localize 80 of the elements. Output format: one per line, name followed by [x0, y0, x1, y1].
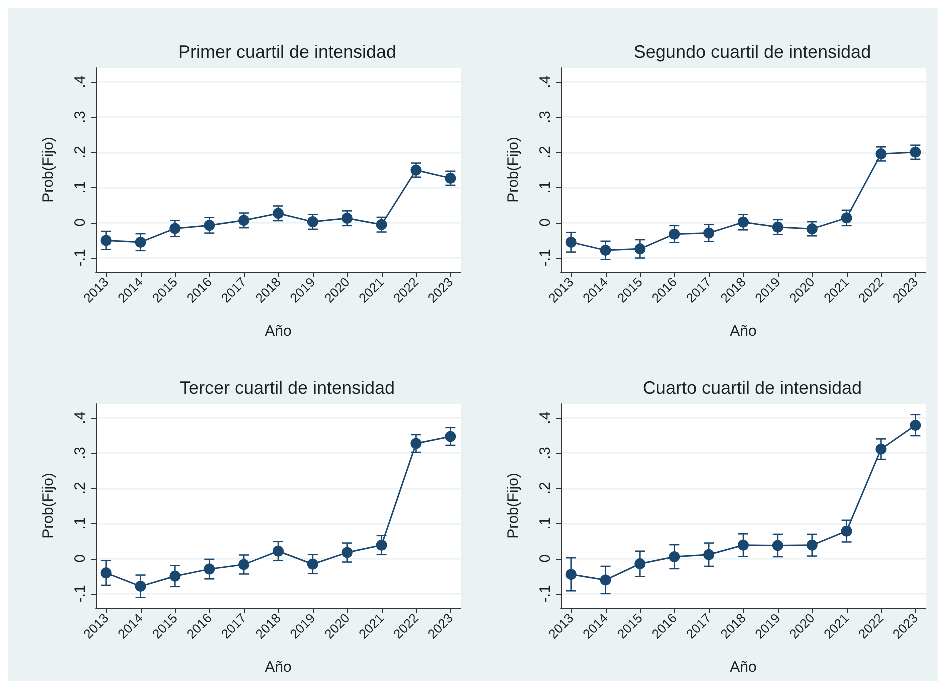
y-tick-label: .2: [72, 146, 89, 159]
point: [704, 228, 715, 239]
y-tick-label: -.1: [72, 249, 89, 267]
point: [634, 558, 646, 570]
y-axis-title: Prob(Fijo): [40, 137, 57, 203]
point: [307, 216, 318, 228]
point: [876, 444, 887, 455]
point: [342, 547, 353, 558]
point: [342, 213, 353, 224]
y-tick-label: .4: [72, 412, 89, 424]
point: [376, 219, 388, 230]
y-tick-label: .2: [537, 146, 554, 159]
point: [910, 420, 922, 431]
y-tick-label: .3: [72, 110, 89, 124]
chart-title: Segundo cuartil de intensidad: [634, 42, 872, 62]
point: [100, 568, 112, 579]
y-tick-label: .4: [537, 412, 554, 424]
x-axis-title: Año: [730, 323, 757, 340]
y-tick-label: 0: [537, 554, 554, 563]
point: [772, 222, 784, 233]
point: [566, 569, 577, 580]
y-axis-title: Prob(Fijo): [505, 137, 522, 203]
point: [738, 216, 749, 228]
point: [135, 581, 146, 592]
y-tick-label: .2: [537, 482, 554, 495]
chart-title: Cuarto cuartil de intensidad: [642, 378, 862, 398]
y-axis-title: Prob(Fijo): [505, 473, 522, 539]
point: [704, 549, 715, 560]
y-tick-label: .3: [537, 110, 554, 124]
y-tick-label: .4: [72, 76, 89, 88]
point: [410, 164, 422, 176]
y-tick-label: .3: [72, 446, 89, 460]
point: [566, 236, 577, 248]
y-tick-label: .2: [72, 482, 89, 495]
point: [410, 438, 422, 450]
point: [876, 148, 887, 160]
x-axis-title: Año: [265, 323, 292, 340]
point: [772, 540, 784, 552]
point: [204, 220, 216, 232]
y-tick-label: .3: [537, 446, 554, 460]
y-tick-label: .4: [537, 76, 554, 88]
point: [738, 540, 749, 551]
chart-title: Tercer cuartil de intensidad: [180, 378, 396, 398]
y-tick-label: 0: [72, 554, 89, 563]
y-tick-label: .1: [72, 181, 89, 194]
point: [135, 236, 146, 248]
y-tick-label: -.1: [537, 585, 554, 603]
point: [600, 574, 612, 586]
point: [806, 224, 818, 235]
point: [600, 245, 612, 256]
point: [445, 172, 456, 184]
point: [100, 235, 112, 246]
y-tick-label: -.1: [537, 249, 554, 267]
x-axis-title: Año: [265, 659, 292, 676]
x-axis-title: Año: [730, 659, 757, 676]
y-axis-title: Prob(Fijo): [40, 473, 57, 539]
point: [634, 244, 646, 255]
y-tick-label: .1: [537, 517, 554, 530]
point: [806, 540, 818, 551]
y-tick-label: .1: [537, 181, 554, 194]
point: [273, 208, 284, 220]
point: [238, 215, 250, 226]
point: [170, 570, 181, 582]
point: [170, 223, 181, 234]
point: [910, 146, 922, 158]
point: [841, 526, 852, 537]
point: [238, 559, 250, 570]
point: [669, 552, 680, 562]
y-tick-label: .1: [72, 517, 89, 530]
point: [307, 558, 318, 570]
point: [273, 546, 284, 557]
y-tick-label: 0: [72, 218, 89, 227]
y-tick-label: -.1: [72, 585, 89, 603]
point: [445, 431, 456, 442]
point: [841, 212, 852, 224]
point: [204, 564, 216, 575]
point: [376, 540, 388, 551]
point: [669, 228, 680, 240]
chart-title: Primer cuartil de intensidad: [178, 42, 397, 62]
y-tick-label: 0: [537, 218, 554, 227]
